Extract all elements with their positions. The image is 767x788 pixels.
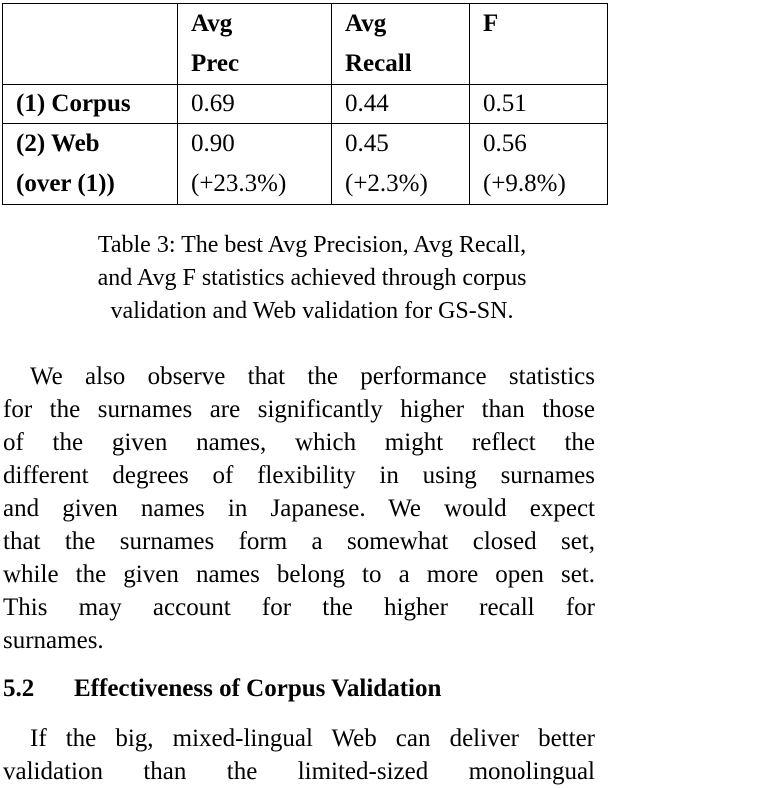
row-label-cell: (1) Corpus	[2, 84, 178, 124]
recall-cell: 0.45 (+2.3%)	[331, 123, 470, 205]
results-table: Avg Prec Avg Recall F (1) Corpus 0.69 0.…	[2, 3, 608, 205]
header-cell-blank	[2, 3, 178, 85]
header-cell-f: F	[469, 3, 608, 85]
row-label: (over (1))	[16, 170, 115, 197]
paragraph-line: while the given names belong to a more o…	[3, 561, 595, 588]
paragraph-line: for the surnames are significantly highe…	[3, 396, 595, 423]
cell-delta: (+23.3%)	[191, 170, 287, 197]
cell-value: 0.45	[345, 130, 389, 157]
f-cell: 0.51	[469, 84, 608, 124]
section-heading: 5.2 Effectiveness of Corpus Validation	[3, 673, 441, 705]
header-text: Avg	[191, 10, 233, 37]
cell-value: 0.56	[483, 130, 527, 157]
row-label: (1) Corpus	[16, 90, 131, 117]
row-label-cell: (2) Web (over (1))	[2, 123, 178, 205]
paragraph-line: different degrees of flexibility in usin…	[3, 462, 595, 489]
cell-value: 0.90	[191, 130, 235, 157]
row-label: (2) Web	[16, 130, 100, 157]
prec-cell: 0.90 (+23.3%)	[177, 123, 332, 205]
header-text: Avg	[345, 10, 387, 37]
paragraph-line: validation than the limited-sized monoli…	[3, 758, 595, 785]
caption-line: and Avg F statistics achieved through co…	[97, 265, 527, 291]
paragraph-line: We also observe that the performance sta…	[30, 363, 595, 390]
table-row: (2) Web (over (1)) 0.90 (+23.3%) 0.45 (+…	[2, 123, 608, 205]
header-text: Prec	[191, 50, 240, 77]
header-text: F	[483, 10, 499, 37]
paragraph-line: that the surnames form a somewhat closed…	[3, 528, 595, 555]
paragraph-line: This may account for the higher recall f…	[3, 594, 595, 621]
caption-line: validation and Web validation for GS-SN.	[110, 298, 514, 324]
table-caption: Table 3: The best Avg Precision, Avg Rec…	[2, 229, 622, 328]
f-cell: 0.56 (+9.8%)	[469, 123, 608, 205]
paragraph-line: surnames.	[3, 627, 104, 654]
section-title: Effectiveness of Corpus Validation	[74, 675, 442, 702]
header-cell-avg-recall: Avg Recall	[331, 3, 470, 85]
section-number: 5.2	[3, 675, 35, 702]
table-header-row: Avg Prec Avg Recall F	[2, 3, 608, 85]
cell-value: 0.44	[345, 90, 389, 117]
table-row: (1) Corpus 0.69 0.44 0.51	[2, 84, 608, 124]
header-text: Recall	[345, 50, 412, 77]
body-paragraph: We also observe that the performance sta…	[3, 360, 595, 657]
header-cell-avg-prec: Avg Prec	[177, 3, 332, 85]
body-paragraph: If the big, mixed-lingual Web can delive…	[3, 722, 595, 788]
cell-value: 0.69	[191, 90, 235, 117]
cell-delta: (+2.3%)	[345, 170, 428, 197]
paragraph-line: of the given names, which might reflect …	[3, 429, 595, 456]
prec-cell: 0.69	[177, 84, 332, 124]
paragraph-line: and given names in Japanese. We would ex…	[3, 495, 595, 522]
cell-value: 0.51	[483, 90, 527, 117]
recall-cell: 0.44	[331, 84, 470, 124]
paragraph-line: If the big, mixed-lingual Web can delive…	[30, 725, 595, 752]
caption-line: Table 3: The best Avg Precision, Avg Rec…	[97, 232, 527, 258]
cell-delta: (+9.8%)	[483, 170, 566, 197]
